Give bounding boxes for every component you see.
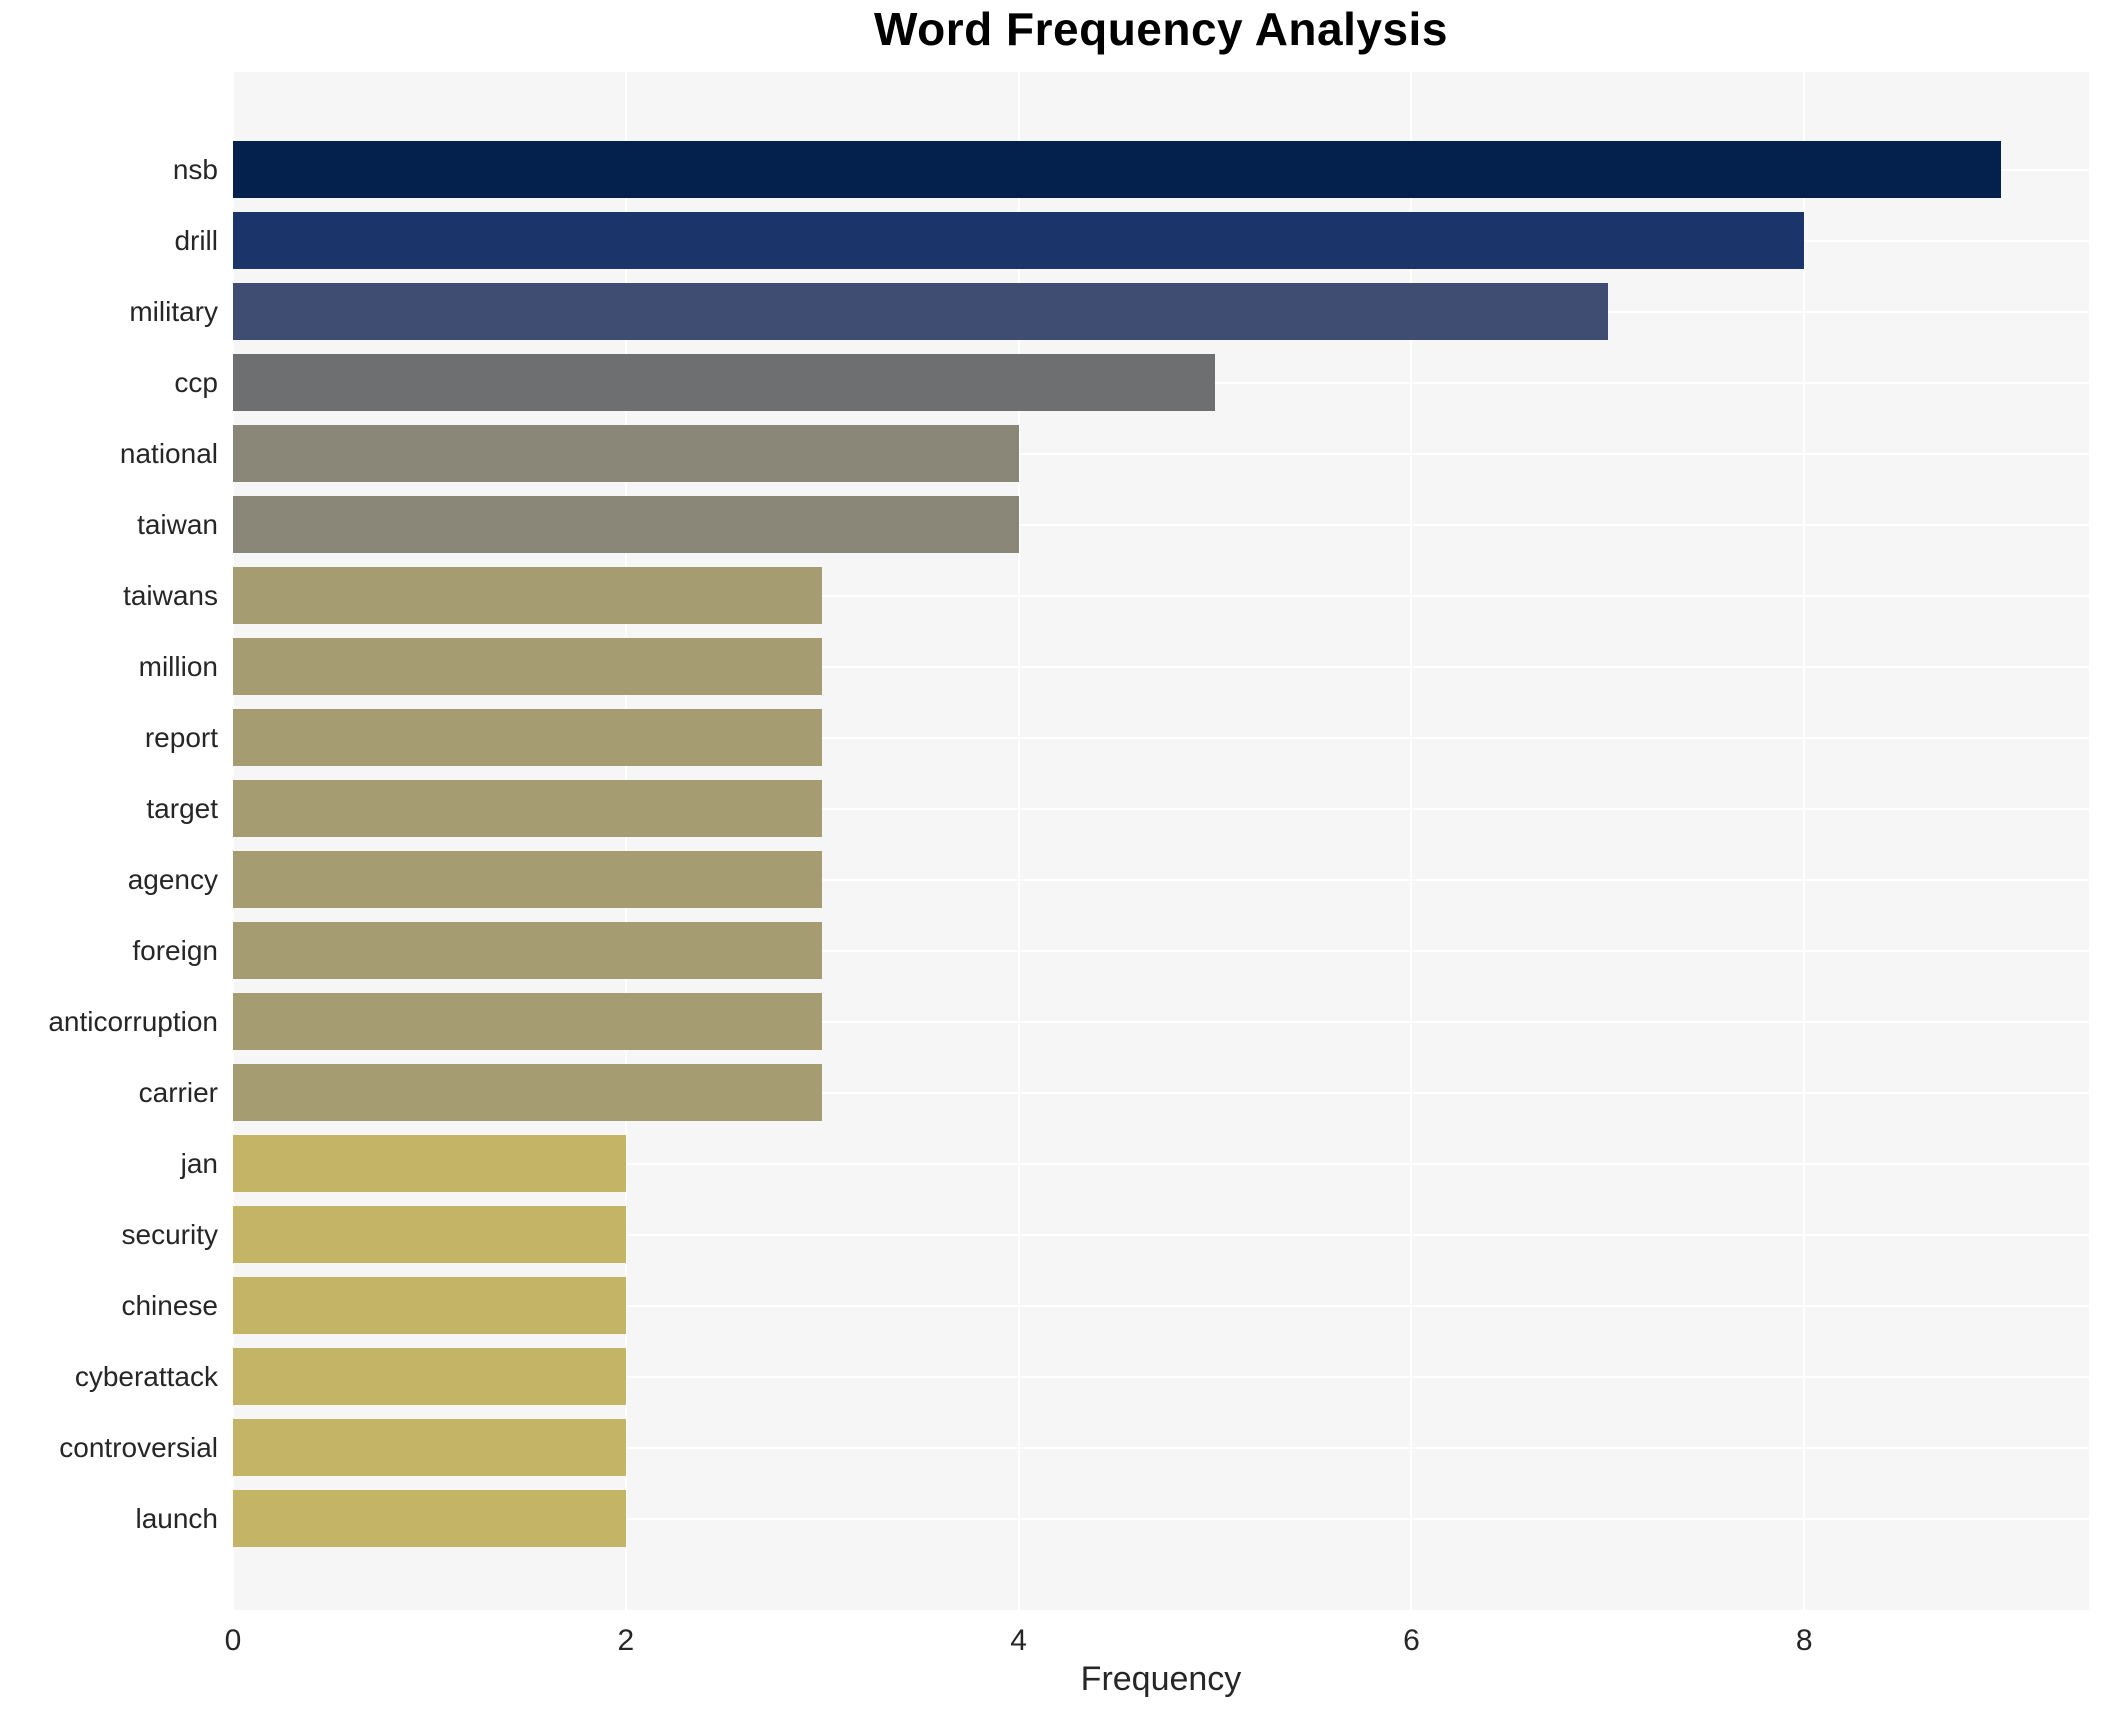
category-label-foreign: foreign <box>132 935 218 966</box>
x-tick-label-0: 0 <box>224 1624 242 1657</box>
x-tick-label-8: 8 <box>1795 1624 1813 1657</box>
bar-anticorruption <box>233 993 823 1050</box>
category-label-agency: agency <box>127 864 218 895</box>
bar-chinese <box>233 1277 626 1334</box>
gridline-horizontal <box>233 878 2089 881</box>
gridline-horizontal <box>233 807 2089 810</box>
category-label-taiwans: taiwans <box>123 580 218 611</box>
category-label-target: target <box>146 793 218 824</box>
category-label-military: military <box>129 296 218 327</box>
bar-foreign <box>233 922 823 979</box>
bar-carrier <box>233 1064 823 1121</box>
gridline-vertical <box>232 72 234 1610</box>
bar-agency <box>233 851 823 908</box>
category-label-jan: jan <box>180 1148 218 1179</box>
bar-report <box>233 709 823 766</box>
category-label-million: million <box>138 651 218 682</box>
gridline-horizontal <box>233 1091 2089 1094</box>
bar-launch <box>233 1490 626 1547</box>
gridline-horizontal <box>233 1446 2089 1449</box>
bar-drill <box>233 212 1805 269</box>
y-axis-labels: nsb drill military ccp national taiwan taiwans… <box>0 72 218 1610</box>
category-label-controversial: controversial <box>59 1432 218 1463</box>
bar-taiwans <box>233 567 823 624</box>
category-label-launch: launch <box>135 1503 218 1534</box>
bar-national <box>233 425 1019 482</box>
bar-ccp <box>233 354 1215 411</box>
gridline-horizontal <box>233 1304 2089 1307</box>
bar-security <box>233 1206 626 1263</box>
gridline-vertical <box>1410 72 1413 1610</box>
category-label-report: report <box>144 722 218 753</box>
bar-cyberattack <box>233 1348 626 1405</box>
gridline-vertical <box>1017 72 1020 1610</box>
gridline-vertical <box>1803 72 1806 1610</box>
category-label-security: security <box>121 1219 218 1250</box>
gridline-horizontal <box>233 1375 2089 1378</box>
bar-jan <box>233 1135 626 1192</box>
category-label-anticorruption: anticorruption <box>48 1006 218 1037</box>
category-label-national: national <box>119 438 218 469</box>
gridline-horizontal <box>233 736 2089 739</box>
gridline-vertical <box>624 72 627 1610</box>
gridline-horizontal <box>233 1517 2089 1520</box>
category-label-taiwan: taiwan <box>137 509 218 540</box>
gridline-horizontal <box>233 949 2089 952</box>
x-tick-label-6: 6 <box>1403 1624 1420 1657</box>
gridline-horizontal <box>233 1162 2089 1165</box>
bar-military <box>233 283 1608 340</box>
category-label-nsb: nsb <box>172 154 218 185</box>
gridline-horizontal <box>233 1233 2089 1236</box>
x-tick-label-4: 4 <box>1010 1624 1027 1657</box>
gridline-horizontal <box>233 665 2089 668</box>
gridline-horizontal <box>233 594 2089 597</box>
category-label-drill: drill <box>174 225 218 256</box>
category-label-chinese: chinese <box>121 1290 218 1321</box>
bar-target <box>233 780 823 837</box>
chart-title: Word Frequency Analysis <box>874 3 1448 55</box>
bar-nsb <box>233 141 2001 198</box>
category-label-cyberattack: cyberattack <box>74 1361 218 1392</box>
bar-taiwan <box>233 496 1019 553</box>
bar-million <box>233 638 823 695</box>
gridline-horizontal <box>233 1020 2089 1023</box>
gridline-horizontal <box>233 523 2089 526</box>
plot-area <box>232 72 2089 1610</box>
category-label-ccp: ccp <box>174 367 218 398</box>
x-axis-title: Frequency <box>1080 1660 1242 1698</box>
gridline-horizontal <box>233 452 2089 455</box>
bar-controversial <box>233 1419 626 1476</box>
category-label-carrier: carrier <box>138 1077 218 1108</box>
x-tick-label-2: 2 <box>617 1624 635 1657</box>
